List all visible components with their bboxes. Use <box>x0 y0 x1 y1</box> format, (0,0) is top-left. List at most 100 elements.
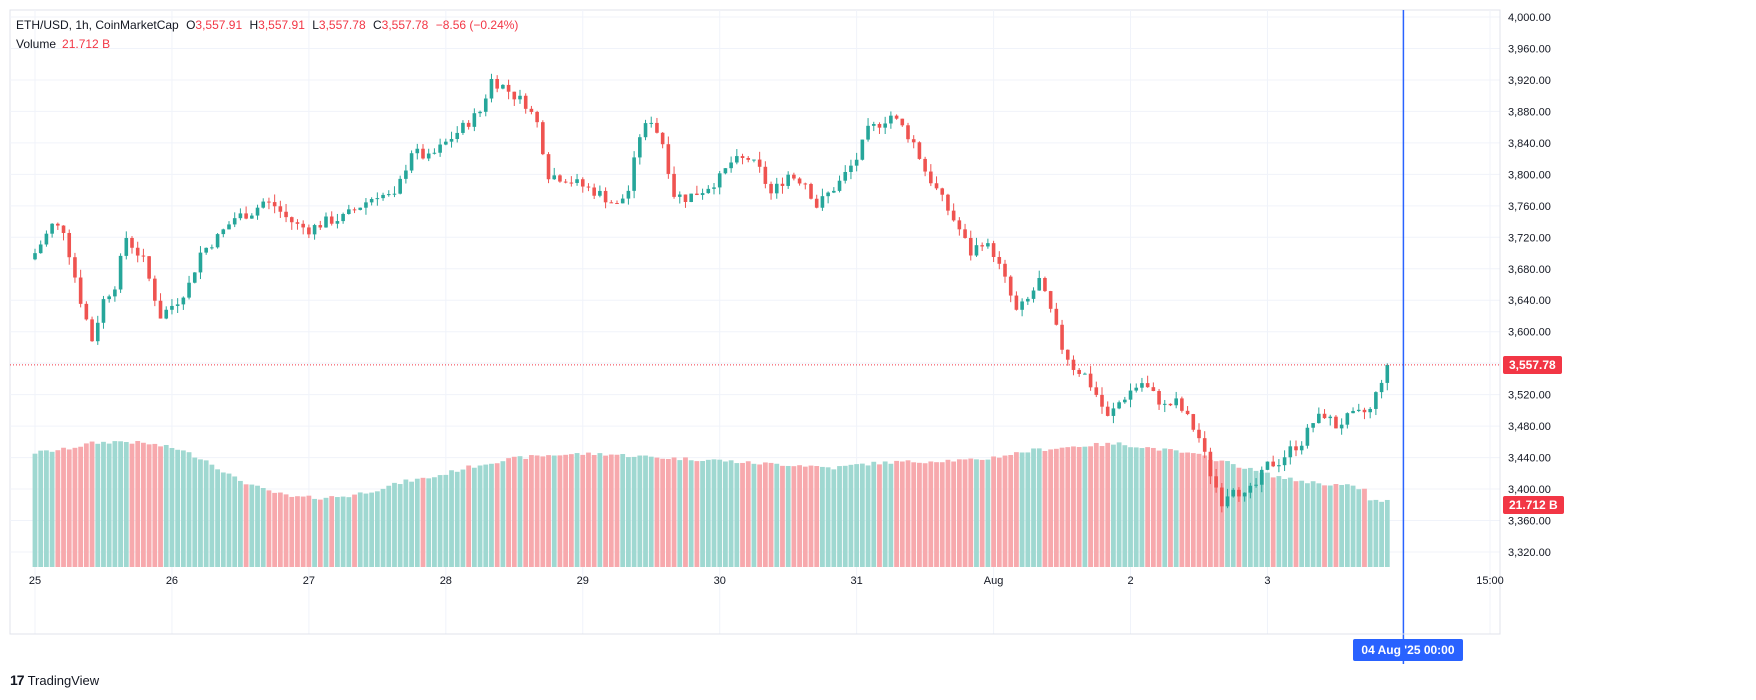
tradingview-logo-text: TradingView <box>27 672 100 688</box>
candle-body <box>689 193 693 202</box>
price-tick-label: 3,360.00 <box>1508 516 1551 528</box>
candle-body <box>963 229 967 238</box>
volume-bar <box>985 459 991 567</box>
candle-body <box>1180 398 1184 411</box>
candle-body <box>238 213 243 219</box>
candle-body <box>187 282 191 298</box>
volume-bar <box>882 461 888 567</box>
volume-bar <box>1225 461 1230 567</box>
volume-bar <box>1048 449 1054 567</box>
candle-body <box>483 98 488 112</box>
candle-body <box>170 305 174 310</box>
candle-body <box>792 174 796 179</box>
time-tick-label: 29 <box>577 575 589 587</box>
volume-bar <box>1362 488 1367 567</box>
volume-bar <box>1208 459 1213 567</box>
candle-body <box>968 237 973 256</box>
volume-bar <box>1247 467 1253 567</box>
volume-bar <box>905 460 911 567</box>
volume-bar <box>1116 442 1122 567</box>
volume-label[interactable]: Volume <box>16 37 57 51</box>
candle-body <box>523 95 528 109</box>
volume-bar <box>49 451 55 567</box>
volume-bar <box>409 481 414 567</box>
candle-body <box>609 202 614 204</box>
candle-body <box>1060 324 1064 350</box>
price-tick-label: 3,520.00 <box>1508 390 1551 402</box>
candle-body <box>1168 403 1173 406</box>
candle-body <box>84 303 89 320</box>
volume-bar <box>95 443 101 567</box>
candle-body <box>1105 406 1110 416</box>
volume-bar <box>637 455 643 567</box>
candle-body <box>210 247 214 249</box>
high-value: 3,557.91 <box>258 18 305 32</box>
price-tick-label: 3,320.00 <box>1508 547 1551 559</box>
candle-body <box>1162 403 1167 405</box>
candle-body <box>1322 413 1327 419</box>
volume-bar <box>563 454 569 567</box>
volume-bar <box>66 449 72 567</box>
volume-bar <box>974 459 979 567</box>
candle-body <box>638 137 642 158</box>
volume-bar <box>643 455 648 567</box>
volume-bar <box>654 457 660 567</box>
candle-body <box>832 190 836 193</box>
volume-bar <box>477 465 483 567</box>
candle-body <box>90 319 94 342</box>
candle-body <box>911 139 916 143</box>
close-key: C <box>372 18 382 32</box>
candle-body <box>563 181 568 183</box>
price-axis[interactable]: 4,000.00 3,960.00 3,920.00 3,880.00 3,840.00… <box>1508 12 1551 559</box>
price-tick-label: 3,920.00 <box>1508 75 1551 87</box>
candle-body <box>1220 487 1224 507</box>
volume-bar <box>1042 450 1048 567</box>
candle-body <box>1311 423 1315 428</box>
candle-body <box>107 296 111 300</box>
candle-body <box>620 198 625 204</box>
candle-body <box>1117 402 1121 409</box>
candle-body <box>672 173 676 197</box>
volume-bar <box>1162 448 1168 567</box>
volume-bar <box>597 453 603 567</box>
volume-bar <box>1156 450 1162 567</box>
volume-bar <box>1168 449 1173 567</box>
candle-body <box>997 256 1002 264</box>
candle-body <box>769 183 773 194</box>
candle-body <box>580 179 585 187</box>
volume-bar <box>1076 447 1082 567</box>
symbol-title[interactable]: ETH/USD, 1h, CoinMarketCap <box>16 18 179 32</box>
tradingview-logo[interactable]: 17 TradingView <box>10 672 99 688</box>
volume-bar <box>888 463 894 567</box>
volume-bar <box>306 495 312 567</box>
candle-body <box>946 194 950 211</box>
volume-bar <box>1373 499 1379 567</box>
candle-body <box>854 159 859 166</box>
open-key: O <box>186 18 196 32</box>
candle-body <box>289 217 294 223</box>
candle-body <box>215 234 220 248</box>
candle-body <box>1208 451 1213 477</box>
time-axis[interactable]: 25 26 27 28 29 30 31 Aug 2 3 15:00 <box>29 575 1504 587</box>
candle-body <box>44 233 49 245</box>
volume-bar <box>129 443 135 567</box>
candle-body <box>272 202 277 207</box>
candle-body <box>1345 413 1350 425</box>
volume-bar <box>277 492 283 567</box>
candle-body <box>575 179 579 183</box>
close-value: 3,557.78 <box>381 18 429 32</box>
volume-bar <box>1185 452 1190 567</box>
volume-bar <box>1259 472 1265 567</box>
volume-bar <box>865 465 871 567</box>
volume-bar <box>238 480 243 567</box>
price-tick-label: 3,400.00 <box>1508 484 1551 496</box>
candle-body <box>546 154 551 180</box>
candle-body <box>78 277 83 304</box>
candle-body <box>917 142 922 159</box>
candle-body <box>1014 295 1019 310</box>
volume-bar <box>574 453 580 567</box>
volume-bar <box>626 457 631 567</box>
candle-body <box>860 139 865 160</box>
candle-body <box>1020 301 1024 310</box>
